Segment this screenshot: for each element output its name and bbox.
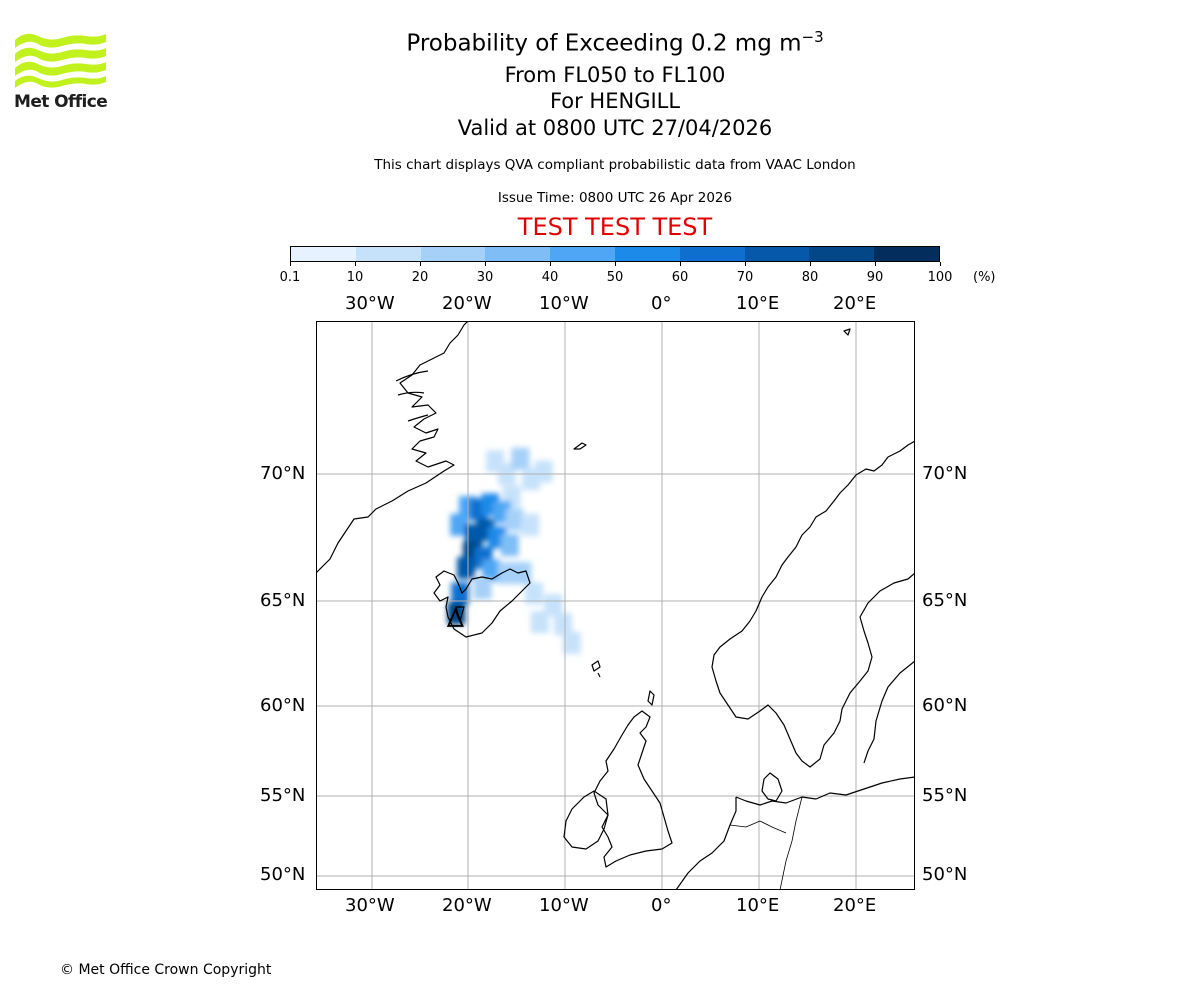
coastlines: [316, 321, 915, 890]
colorbar-segment: [550, 247, 615, 261]
plume-cell: [505, 508, 524, 531]
plume-cell: [544, 594, 563, 617]
colorbar-tick: [420, 262, 421, 266]
lon-label-bottom: 10°W: [539, 895, 589, 916]
lon-label-top: 20°E: [833, 293, 877, 314]
colorbar-segment: [744, 247, 810, 261]
lon-label-bottom: 20°W: [442, 895, 492, 916]
colorbar-tick-label: 60: [671, 270, 689, 285]
colorbar-segment: [874, 247, 939, 261]
map-frame: [316, 321, 915, 890]
valid-time: Valid at 0800 UTC 27/04/2026: [457, 116, 773, 140]
lat-label-left: 65°N: [260, 590, 306, 611]
plume-cell: [450, 513, 469, 536]
plume-cell: [511, 447, 530, 470]
colorbar-segment: [420, 247, 486, 261]
colorbar-tick: [290, 262, 291, 266]
colorbar-segment: [485, 247, 551, 261]
title-text: Probability of Exceeding 0.2 mg m: [406, 30, 802, 57]
lon-label-top: 0°: [651, 293, 672, 314]
flight-level-range: From FL050 to FL100: [504, 63, 726, 87]
plume-cell: [500, 534, 519, 557]
lon-label-top: 10°E: [736, 293, 780, 314]
colorbar-tick: [745, 262, 746, 266]
met-office-logo-text: Met Office: [14, 92, 108, 112]
plume-cell: [497, 562, 516, 585]
colorbar-segment: [614, 247, 680, 261]
lon-label-top: 30°W: [345, 293, 395, 314]
chart-title: Probability of Exceeding 0.2 mg m−3: [300, 28, 930, 57]
lon-label-top: 20°W: [442, 293, 492, 314]
plume-cell: [562, 632, 581, 654]
lat-label-left: 55°N: [260, 785, 306, 806]
probability-colorbar: [290, 246, 940, 262]
colorbar-tick-label: 50: [606, 270, 624, 285]
lat-label-right: 50°N: [922, 864, 968, 885]
colorbar-segment: [809, 247, 875, 261]
plume-cell: [482, 559, 501, 582]
plume-cell: [521, 513, 540, 536]
colorbar-tick-label: 30: [476, 270, 494, 285]
plume-cell: [524, 582, 543, 605]
colorbar-tick-label: 0.1: [279, 270, 301, 285]
lat-label-left: 50°N: [260, 864, 306, 885]
copyright: © Met Office Crown Copyright: [60, 962, 272, 978]
colorbar-tick: [680, 262, 681, 266]
test-banner: TEST TEST TEST: [517, 213, 713, 241]
plume-cell: [451, 582, 470, 605]
colorbar-tick: [615, 262, 616, 266]
colorbar-tick-label: 40: [541, 270, 559, 285]
data-note: This chart displays QVA compliant probab…: [374, 157, 856, 173]
colorbar-tick: [550, 262, 551, 266]
colorbar-tick: [810, 262, 811, 266]
plume-cell: [534, 460, 553, 483]
ash-probability-plume: [447, 447, 581, 654]
graticule: [316, 321, 915, 890]
volcano-name: For HENGILL: [549, 89, 681, 113]
volcano-triangle-marker: [446, 607, 464, 627]
lon-label-bottom: 0°: [651, 895, 672, 916]
title-exponent: −3: [801, 28, 824, 46]
colorbar-tick: [355, 262, 356, 266]
plume-cell: [473, 577, 492, 600]
colorbar-unit: (%): [973, 270, 996, 285]
lat-label-right: 65°N: [922, 590, 968, 611]
volcano-triangle: [446, 607, 464, 627]
issue-time: Issue Time: 0800 UTC 26 Apr 2026: [497, 190, 733, 206]
colorbar-segment: [291, 247, 356, 261]
colorbar-tick: [940, 262, 941, 266]
plume-cell: [530, 611, 549, 633]
colorbar-tick: [485, 262, 486, 266]
lat-label-right: 55°N: [922, 785, 968, 806]
lon-label-bottom: 30°W: [345, 895, 395, 916]
colorbar-tick-label: 20: [411, 270, 429, 285]
colorbar-tick-label: 80: [801, 270, 819, 285]
colorbar-tick: [875, 262, 876, 266]
plume-cell: [513, 562, 532, 585]
plume-cell: [457, 556, 476, 579]
lon-label-top: 10°W: [539, 293, 589, 314]
lat-label-left: 70°N: [260, 463, 306, 484]
colorbar-segment: [679, 247, 745, 261]
colorbar-tick-label: 100: [927, 270, 953, 285]
lat-label-left: 60°N: [260, 695, 306, 716]
lat-label-right: 60°N: [922, 695, 968, 716]
lon-label-bottom: 10°E: [736, 895, 780, 916]
met-office-logo-waves: [15, 33, 106, 88]
colorbar-tick-label: 90: [866, 270, 884, 285]
plume-cell: [554, 613, 573, 636]
colorbar-tick-label: 10: [346, 270, 364, 285]
map-panel: [316, 321, 915, 890]
colorbar-segment: [355, 247, 421, 261]
lat-label-right: 70°N: [922, 463, 968, 484]
lon-label-bottom: 20°E: [833, 895, 877, 916]
colorbar-tick-label: 70: [736, 270, 754, 285]
